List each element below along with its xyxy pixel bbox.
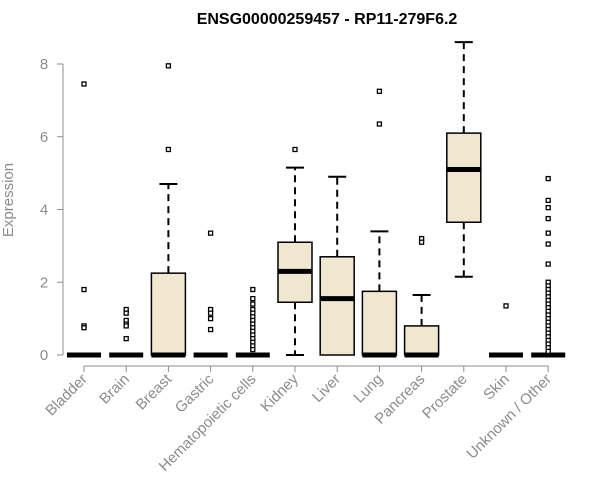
outlier-point (207, 326, 214, 333)
x-tick-label: Bladder (42, 371, 91, 420)
box-skin (489, 303, 523, 358)
outlier-point (123, 335, 129, 342)
box-pancreas (403, 235, 440, 358)
y-tick-label: 8 (40, 56, 48, 73)
box-lung (361, 88, 398, 358)
x-tick-label: Prostate (419, 371, 471, 423)
iqr-box (446, 132, 482, 223)
outlier-point (545, 241, 551, 247)
outlier-point (545, 197, 551, 204)
outlier-point (165, 63, 172, 69)
plot-area (67, 41, 566, 358)
x-tick-label: Brain (96, 371, 133, 408)
box-brain (109, 306, 144, 358)
iqr-box (319, 256, 355, 356)
outlier-point (503, 303, 509, 309)
y-axis: 0 2 4 6 8 (40, 56, 64, 364)
outlier-point (207, 315, 214, 322)
outlier-point (545, 261, 551, 267)
box-kidney (277, 146, 313, 356)
outlier-point (250, 295, 256, 302)
x-tick-label: Kidney (257, 370, 302, 415)
y-tick-label: 2 (40, 274, 48, 291)
outlier-point (250, 346, 256, 353)
x-tick-label: Skin (480, 371, 513, 404)
x-tick-label: Lung (351, 371, 387, 407)
outlier-point (376, 121, 383, 127)
box-hematopoietic-cells (235, 286, 270, 358)
outlier-point (207, 310, 214, 316)
outlier-point (81, 286, 87, 293)
box-bladder (67, 81, 101, 358)
iqr-box (150, 272, 187, 356)
box-breast (150, 63, 187, 358)
y-tick-label: 0 (40, 347, 48, 364)
y-tick-label: 6 (40, 129, 48, 146)
box-prostate (446, 41, 482, 278)
outlier-point (376, 88, 383, 94)
outlier-point (292, 146, 298, 153)
y-axis-label: Expression (0, 163, 17, 237)
x-tick-label: Liver (309, 371, 344, 406)
outlier-point (545, 175, 551, 182)
chart-title: ENSG00000259457 - RP11-279F6.2 (197, 11, 458, 28)
outlier-point (545, 230, 551, 236)
outlier-point (81, 325, 87, 331)
outlier-point (418, 239, 425, 245)
outlier-point (250, 286, 256, 293)
outlier-point (165, 146, 172, 153)
y-tick-label: 4 (40, 202, 48, 219)
x-tick-label: Breast (133, 370, 176, 413)
outlier-point (250, 301, 256, 307)
outlier-point (123, 323, 129, 329)
outlier-point (81, 81, 87, 87)
iqr-box (361, 290, 398, 356)
box-gastric (193, 230, 228, 358)
box-liver (319, 175, 355, 356)
outlier-point (207, 230, 214, 236)
outlier-point (545, 205, 551, 211)
outlier-point (545, 348, 551, 355)
outlier-point (545, 215, 551, 222)
outlier-point (123, 310, 129, 316)
box-unknown-other (531, 175, 566, 358)
iqr-box (403, 325, 440, 356)
